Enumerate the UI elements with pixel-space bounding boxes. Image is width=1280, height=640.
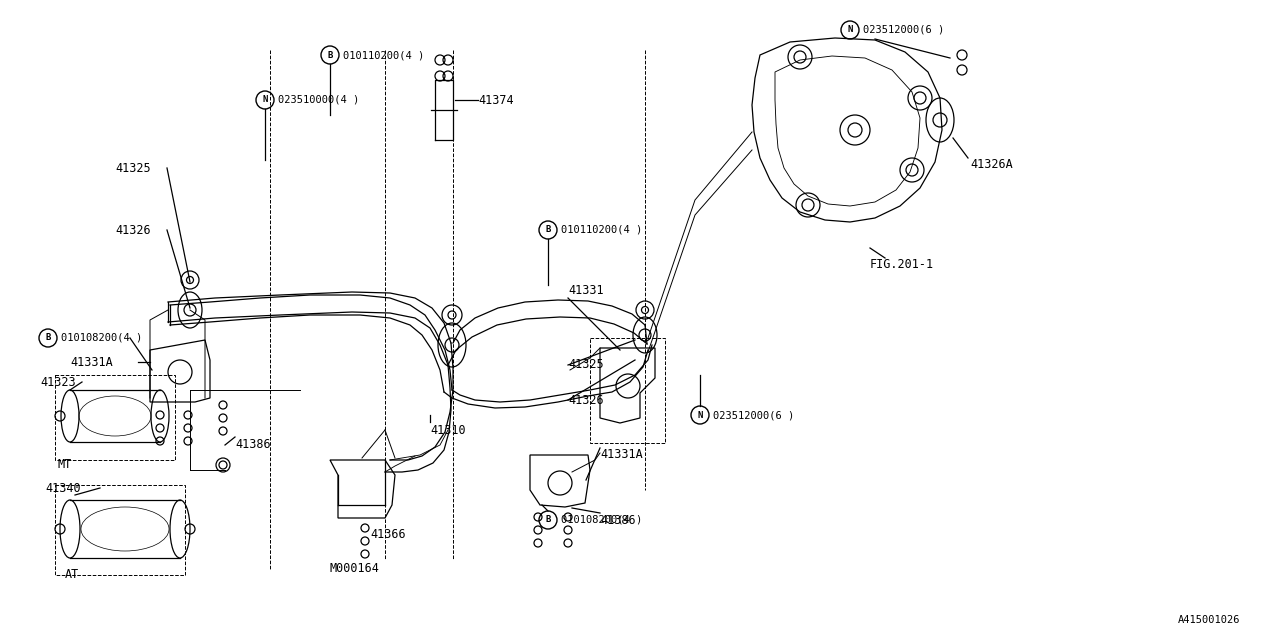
Text: 023512000(6 ): 023512000(6 )	[863, 25, 945, 35]
Bar	[55, 485, 186, 575]
Text: 41325: 41325	[568, 358, 604, 371]
Text: 41331A: 41331A	[600, 449, 643, 461]
Text: 010110200(4 ): 010110200(4 )	[561, 225, 643, 235]
Text: B: B	[545, 515, 550, 525]
Text: N: N	[698, 410, 703, 419]
Text: A415001026: A415001026	[1178, 615, 1240, 625]
Text: B: B	[328, 51, 333, 60]
Text: 41326A: 41326A	[970, 159, 1012, 172]
Text: 41374: 41374	[477, 93, 513, 106]
Text: MT: MT	[58, 458, 72, 472]
Bar	[590, 338, 666, 443]
Text: B: B	[45, 333, 51, 342]
Text: 41310: 41310	[430, 424, 466, 436]
Text: 41325: 41325	[115, 161, 151, 175]
Text: 41326: 41326	[115, 223, 151, 237]
Text: 41386: 41386	[600, 513, 636, 527]
Text: M000164: M000164	[330, 561, 380, 575]
Text: 41326: 41326	[568, 394, 604, 406]
Text: 023512000(6 ): 023512000(6 )	[713, 410, 795, 420]
Text: AT: AT	[65, 568, 79, 582]
Text: 023510000(4 ): 023510000(4 )	[278, 95, 360, 105]
Text: 010108200(4 ): 010108200(4 )	[61, 333, 142, 343]
Text: 41366: 41366	[370, 529, 406, 541]
Text: N: N	[847, 26, 852, 35]
Text: B: B	[545, 225, 550, 234]
Text: 41331: 41331	[568, 284, 604, 296]
Text: 41323: 41323	[40, 376, 76, 388]
Text: 41386: 41386	[236, 438, 270, 451]
Text: 41340: 41340	[45, 481, 81, 495]
Text: N: N	[262, 95, 268, 104]
Text: 010110200(4 ): 010110200(4 )	[343, 50, 424, 60]
Text: 41331A: 41331A	[70, 355, 113, 369]
Text: FIG.201-1: FIG.201-1	[870, 259, 934, 271]
Bar	[55, 375, 175, 460]
Text: 010108200(4 ): 010108200(4 )	[561, 515, 643, 525]
